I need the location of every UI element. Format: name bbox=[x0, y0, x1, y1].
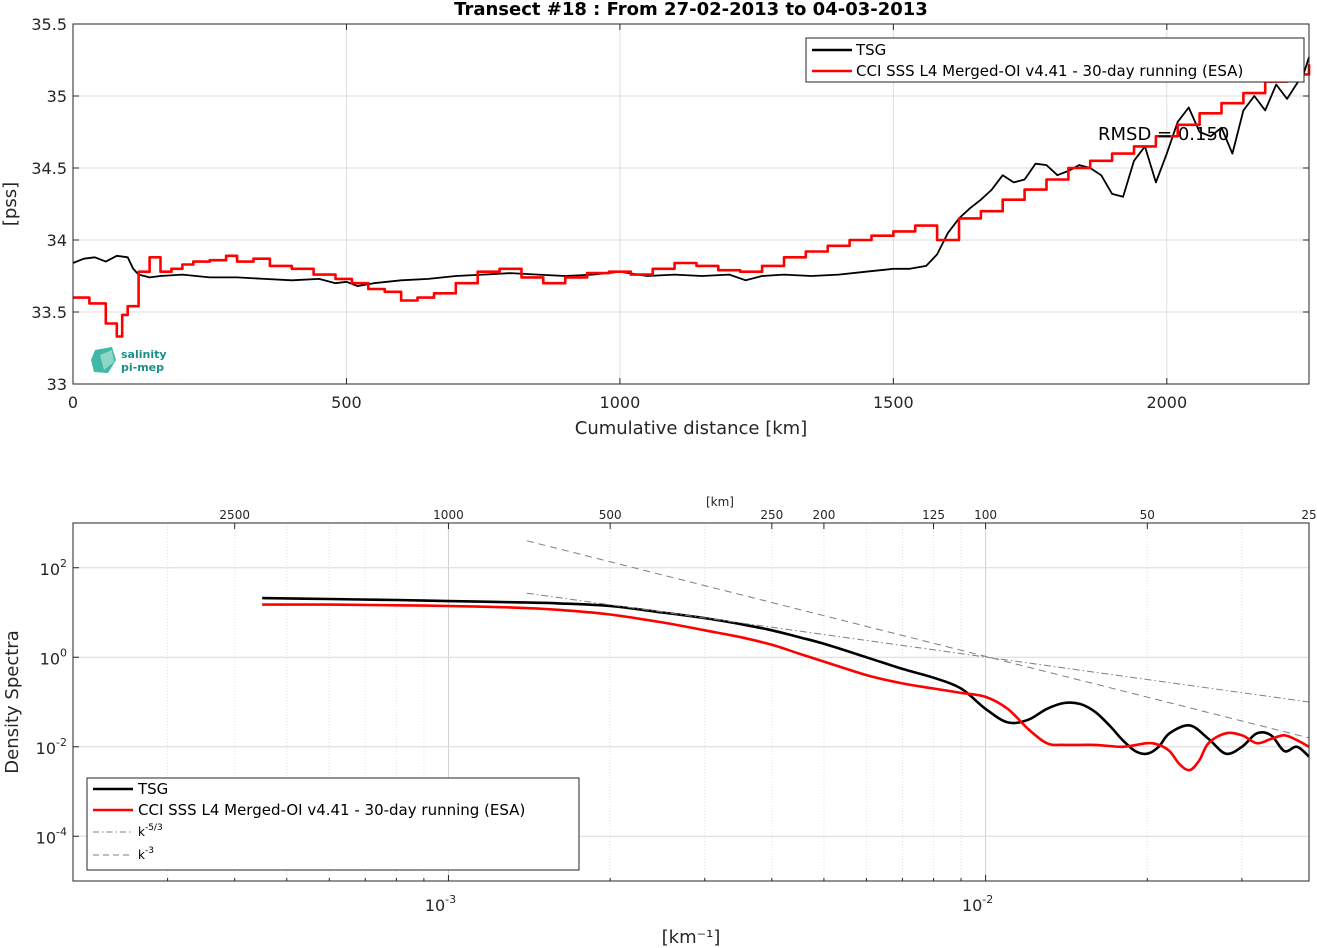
top-tick-label: 25 bbox=[1301, 508, 1316, 522]
y-tick-base: 10 bbox=[40, 649, 60, 668]
series-line-cci bbox=[73, 64, 1311, 338]
legend-k3-exp: -3 bbox=[145, 846, 154, 856]
y-tick-label: 102 bbox=[40, 557, 67, 579]
logo-shape-highlight-icon bbox=[100, 350, 114, 370]
y-tick-label: 34 bbox=[47, 231, 67, 250]
y-axis-ticks: 33 33.5 34 34.5 35 35.5 bbox=[31, 15, 1309, 394]
series-line-k3 bbox=[526, 540, 1310, 739]
legend-k53-exp: -5/3 bbox=[145, 823, 163, 833]
legend-label-tsg: TSG bbox=[137, 780, 168, 798]
y-tick-label: 10-4 bbox=[36, 825, 67, 847]
y-tick-base: 10 bbox=[36, 739, 56, 758]
grid bbox=[73, 24, 1309, 384]
y-tick-base: 10 bbox=[40, 560, 60, 579]
x-axis-ticks: 10-3 10-2 bbox=[167, 875, 1243, 915]
logo-line1: salinity bbox=[121, 348, 167, 361]
y-axis-label: Density Spectra bbox=[2, 630, 23, 773]
legend-label-k53: k-5/3 bbox=[138, 823, 163, 839]
x-tick-label: 1500 bbox=[873, 393, 914, 412]
legend-k53-base: k bbox=[138, 825, 145, 839]
y-tick-exp: 0 bbox=[60, 646, 67, 659]
x-tick-label: 500 bbox=[331, 393, 362, 412]
top-tick-label: 50 bbox=[1140, 508, 1155, 522]
legend-box bbox=[86, 777, 580, 871]
top-axis-ticks: 2500 1000 500 250 200 125 100 50 25 bbox=[219, 508, 1317, 529]
top-tick-label: 2500 bbox=[219, 508, 250, 522]
logo-line2: pi-mep bbox=[121, 361, 164, 374]
grid bbox=[73, 523, 1309, 881]
y-tick-base: 10 bbox=[36, 828, 56, 847]
x-tick-exp: -2 bbox=[982, 893, 993, 906]
y-tick-label: 100 bbox=[40, 646, 67, 668]
x-tick-label: 1000 bbox=[600, 393, 641, 412]
y-tick-label: 35 bbox=[47, 87, 67, 106]
x-tick-label: 2000 bbox=[1146, 393, 1187, 412]
legend-box bbox=[805, 37, 1305, 83]
chart-title: Transect #18 : From 27-02-2013 to 04-03-… bbox=[454, 0, 928, 20]
x-tick-label: 10-2 bbox=[962, 893, 993, 915]
legend: TSG CCI SSS L4 Merged-OI v4.41 - 30-day … bbox=[86, 777, 580, 871]
salinity-pimep-logo: salinity pi-mep bbox=[91, 347, 167, 374]
top-tick-label: 200 bbox=[812, 508, 835, 522]
rmsd-annotation: RMSD = 0.150 bbox=[1098, 124, 1229, 145]
series-line-k53 bbox=[526, 592, 1310, 703]
series-line-tsg bbox=[72, 56, 1310, 287]
transect-chart: Transect #18 : From 27-02-2013 to 04-03-… bbox=[0, 0, 1311, 439]
y-tick-label: 34.5 bbox=[31, 159, 67, 178]
legend-k3-base: k bbox=[138, 848, 145, 862]
x-tick-base: 10 bbox=[962, 896, 982, 915]
y-tick-label: 35.5 bbox=[31, 15, 67, 34]
y-tick-label: 33 bbox=[47, 375, 67, 394]
y-tick-exp: -2 bbox=[56, 736, 67, 749]
top-axis-label: [km] bbox=[706, 495, 734, 509]
legend: TSG CCI SSS L4 Merged-OI v4.41 - 30-day … bbox=[805, 37, 1305, 83]
x-axis-label: Cumulative distance [km] bbox=[575, 418, 807, 439]
legend-label-tsg: TSG bbox=[855, 41, 886, 59]
y-axis-label: [pss] bbox=[0, 182, 21, 226]
legend-label-k3: k-3 bbox=[138, 846, 154, 862]
y-tick-exp: -4 bbox=[56, 825, 67, 838]
series-group bbox=[262, 540, 1310, 772]
x-tick-base: 10 bbox=[425, 896, 445, 915]
plot-area bbox=[73, 24, 1309, 384]
series-group bbox=[72, 56, 1311, 338]
series-line-cci bbox=[262, 603, 1310, 772]
y-tick-exp: 2 bbox=[60, 557, 67, 570]
plot-frame bbox=[72, 522, 1310, 882]
y-tick-label: 33.5 bbox=[31, 303, 67, 322]
top-tick-label: 250 bbox=[760, 508, 783, 522]
x-axis-label: [km⁻¹] bbox=[662, 927, 721, 948]
top-tick-label: 125 bbox=[922, 508, 945, 522]
top-tick-label: 500 bbox=[599, 508, 622, 522]
x-tick-exp: -3 bbox=[445, 893, 456, 906]
plot-frame bbox=[72, 23, 1310, 385]
top-tick-label: 1000 bbox=[433, 508, 464, 522]
legend-label-cci: CCI SSS L4 Merged-OI v4.41 - 30-day runn… bbox=[138, 801, 525, 819]
x-tick-label: 0 bbox=[68, 393, 78, 412]
series-line-tsg bbox=[262, 596, 1310, 758]
top-tick-label: 100 bbox=[974, 508, 997, 522]
y-tick-label: 10-2 bbox=[36, 736, 67, 758]
x-tick-label: 10-3 bbox=[425, 893, 456, 915]
legend-label-cci: CCI SSS L4 Merged-OI v4.41 - 30-day runn… bbox=[856, 62, 1243, 80]
